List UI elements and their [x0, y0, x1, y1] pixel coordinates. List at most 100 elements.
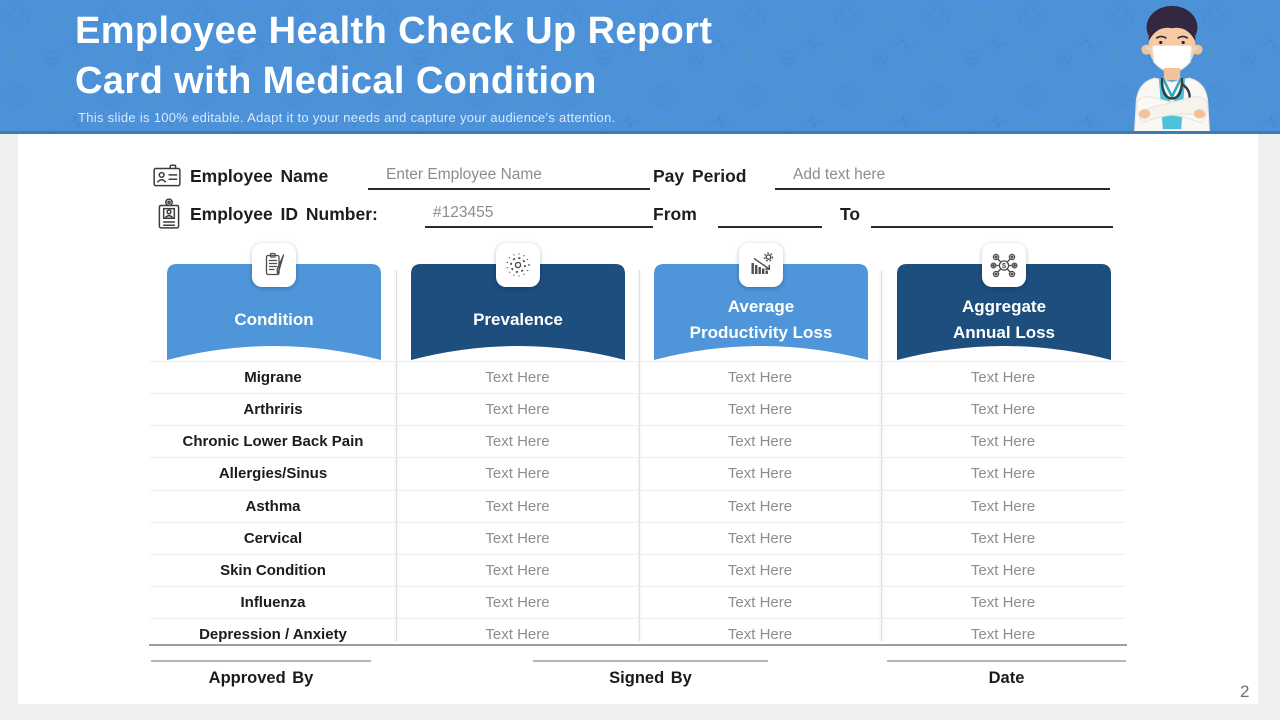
to-label: To	[840, 204, 861, 224]
date-signature: Date	[887, 660, 1126, 688]
from-label: From	[653, 204, 697, 224]
condition-cell[interactable]: Arthriris	[243, 401, 303, 419]
employee-name-field[interactable]: Enter Employee Name	[368, 164, 650, 190]
to-field[interactable]	[871, 202, 1113, 228]
column-label: Average Productivity Loss	[689, 297, 833, 342]
column-divider	[881, 270, 882, 641]
table-row: Asthma Text Here Text Here Text Here	[150, 489, 1125, 522]
employee-id-label: Employee ID Number:	[190, 204, 378, 224]
condition-cell[interactable]: Asthma	[245, 497, 301, 515]
header-shape	[654, 264, 868, 360]
title-line-2: Card with Medical Condition	[75, 60, 597, 102]
employee-name-placeholder: Enter Employee Name	[386, 166, 542, 183]
column-divider	[639, 270, 640, 641]
approved-by-signature: Approved By	[151, 660, 371, 688]
condition-cell[interactable]: Cervical	[243, 529, 303, 547]
column-header-avg-productivity-loss: Average Productivity Loss	[654, 243, 868, 360]
value-cell[interactable]: Text Here	[970, 401, 1036, 419]
condition-cell[interactable]: Chronic Lower Back Pain	[182, 433, 364, 451]
employee-name-label: Employee Name	[190, 166, 329, 186]
signature-line[interactable]	[533, 660, 768, 662]
from-field[interactable]	[718, 202, 822, 228]
value-cell[interactable]: Text Here	[970, 561, 1036, 579]
table-body: Migrane Text Here Text Here Text Here Arthri…	[150, 361, 1125, 650]
column-header-aggregate-annual-loss: $ Aggregate Annual Loss	[897, 243, 1111, 360]
value-cell[interactable]: Text Here	[970, 369, 1036, 387]
signature-line[interactable]	[151, 660, 371, 662]
pay-period-field[interactable]: Add text here	[775, 164, 1110, 190]
slide-title: Employee Health Check Up Report Card with…	[75, 6, 712, 106]
employee-id-field[interactable]: #123455	[425, 202, 653, 228]
condition-cell[interactable]: Allergies/Sinus	[218, 465, 328, 483]
value-cell[interactable]: Text Here	[485, 529, 550, 547]
value-cell[interactable]: Text Here	[970, 465, 1036, 483]
value-cell[interactable]: Text Here	[727, 497, 793, 515]
table-row: Allergies/Sinus Text Here Text Here Text He…	[150, 457, 1125, 489]
value-cell[interactable]: Text Here	[727, 401, 793, 419]
condition-cell[interactable]: Depression / Anxiety	[199, 626, 347, 644]
column-divider	[396, 270, 397, 641]
table-row: Migrane Text Here Text Here Text Here	[150, 361, 1125, 393]
value-cell[interactable]: Text Here	[970, 433, 1036, 451]
signature-label: Signed By	[609, 669, 692, 687]
svg-text:$: $	[1002, 261, 1007, 270]
value-cell[interactable]: Text Here	[485, 369, 550, 387]
header-shape	[897, 264, 1111, 360]
value-cell[interactable]: Text Here	[485, 561, 550, 579]
column-header-condition: Condition	[167, 243, 381, 360]
employee-id-value: #123455	[433, 204, 494, 221]
column-label: Condition	[234, 310, 314, 329]
medical-doodle-pattern	[0, 0, 1280, 131]
value-cell[interactable]: Text Here	[485, 497, 550, 515]
table-row: Influenza Text Here Text Here Text Here	[150, 585, 1125, 618]
table-row: Chronic Lower Back Pain Text Here Text Her…	[150, 425, 1125, 457]
conditions-table: Migrane Text Here Text Here Text Here Arthri…	[150, 361, 1125, 650]
dollar-network-icon: $	[982, 243, 1026, 287]
value-cell[interactable]: Text Here	[485, 433, 550, 451]
condition-cell[interactable]: Skin Condition	[220, 561, 326, 579]
header-shape	[411, 264, 625, 360]
value-cell[interactable]: Text Here	[970, 626, 1036, 644]
table-row: Skin Condition Text Here Text Here Text Her…	[150, 553, 1125, 586]
value-cell[interactable]: Text Here	[727, 465, 793, 483]
table-row: Cervical Text Here Text Here Text Here	[150, 521, 1125, 554]
signature-label: Approved By	[208, 669, 314, 687]
pay-period-placeholder: Add text here	[793, 166, 886, 183]
doctor-illustration	[1134, 5, 1210, 131]
column-label: Prevalence	[473, 310, 563, 329]
table-bottom-border	[149, 644, 1127, 646]
signature-label: Date	[988, 669, 1025, 687]
page-number: 2	[1240, 682, 1250, 701]
slide-body: Employee Name Enter Employee Name Pay Pe…	[18, 134, 1258, 704]
value-cell[interactable]: Text Here	[727, 561, 793, 579]
value-cell[interactable]: Text Here	[970, 529, 1036, 547]
condition-cell[interactable]: Migrane	[244, 369, 302, 387]
pay-period-label: Pay Period	[653, 166, 747, 186]
value-cell[interactable]: Text Here	[727, 594, 793, 612]
slide-subtitle: This slide is 100% editable. Adapt it to…	[78, 110, 616, 125]
value-cell[interactable]: Text Here	[727, 529, 793, 547]
value-cell[interactable]: Text Here	[727, 433, 793, 451]
table-row: Arthriris Text Here Text Here Text Here	[150, 393, 1125, 425]
signed-by-signature: Signed By	[533, 660, 768, 688]
title-line-1: Employee Health Check Up Report	[75, 10, 713, 52]
condition-cell[interactable]: Influenza	[240, 594, 306, 612]
value-cell[interactable]: Text Here	[485, 626, 550, 644]
table-row: Depression / Anxiety Text Here Text Here Te…	[150, 618, 1125, 650]
value-cell[interactable]: Text Here	[970, 497, 1036, 515]
value-cell[interactable]: Text Here	[485, 594, 550, 612]
id-card-icon	[153, 164, 181, 187]
value-cell[interactable]: Text Here	[970, 594, 1036, 612]
value-cell[interactable]: Text Here	[727, 626, 793, 644]
value-cell[interactable]: Text Here	[485, 401, 550, 419]
value-cell[interactable]: Text Here	[727, 369, 793, 387]
header-shape	[167, 264, 381, 360]
value-cell[interactable]: Text Here	[485, 465, 550, 483]
id-badge-icon	[158, 198, 180, 229]
column-header-prevalence: Prevalence	[411, 243, 625, 360]
clipboard-checklist-icon	[252, 243, 296, 287]
header-banner: Employee Health Check Up Report Card with…	[0, 0, 1280, 134]
column-label: Aggregate Annual Loss	[952, 297, 1055, 342]
signature-line[interactable]	[887, 660, 1126, 662]
